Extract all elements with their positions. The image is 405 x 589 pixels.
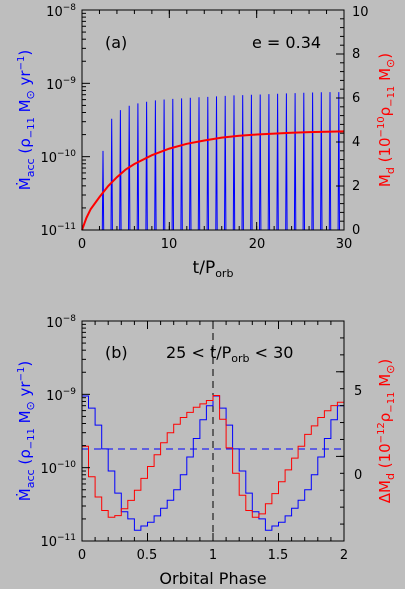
panel-a-left-tick-label: 10−8 xyxy=(46,3,76,20)
panel-a-right-tick-label: 4 xyxy=(352,135,360,150)
panel-b-right-tick-label: 5 xyxy=(354,384,362,399)
panel-a-x-tick-label: 30 xyxy=(336,237,353,252)
panel-a-frame xyxy=(81,9,345,231)
panel-a-left-axis-label: Ṁacc (ρ−11 M⊙ yr−1) xyxy=(15,50,37,190)
panel-a-eccentricity-annotation: e = 0.34 xyxy=(252,33,321,52)
panel-b-left-tick-label: 10−8 xyxy=(46,314,76,331)
panel-b-x-axis-label: Orbital Phase xyxy=(159,569,266,588)
panel-a-x-tick-label: 20 xyxy=(249,237,266,252)
panel-b-right-axis-label: ΔMd (10−12ρ−11 M⊙) xyxy=(376,359,397,503)
panel-b-ticks xyxy=(81,320,345,542)
panel-b-disk-mass-change-series xyxy=(82,395,345,518)
panel-b-x-tick-label: 2 xyxy=(340,548,348,563)
panel-a-right-tick-label: 0 xyxy=(352,223,360,238)
panel-a-x-tick-label: 0 xyxy=(78,237,86,252)
panel-b-time-range-annotation: 25 < t/Porb < 30 xyxy=(166,343,293,365)
panel-b-right-tick-label: 0 xyxy=(354,468,362,483)
panel-a-right-tick-label: 10 xyxy=(352,5,369,20)
panel-b-x-tick-label: 0 xyxy=(78,548,86,563)
panel-a-left-tick-label: 10−9 xyxy=(46,76,76,93)
panel-a-right-tick-label: 8 xyxy=(352,47,360,62)
panel-a-x-axis-label: t/Porb xyxy=(193,258,234,280)
panel-b-left-tick-label: 10−9 xyxy=(46,387,76,404)
panel-a-right-tick-label: 6 xyxy=(352,91,360,106)
panel-a: 10−11 10−10 10−9 10−8 0 2 4 6 8 10 0 10 … xyxy=(15,3,397,280)
panel-a-label: (a) xyxy=(105,33,127,52)
panel-a-left-tick-label: 10−11 xyxy=(40,222,76,239)
panel-b-left-tick-label: 10−10 xyxy=(40,460,76,477)
panel-b-label: (b) xyxy=(105,343,128,362)
panel-a-left-tick-label: 10−10 xyxy=(40,149,76,166)
panel-b-x-tick-label: 1.5 xyxy=(268,548,289,563)
panel-a-right-tick-label: 2 xyxy=(352,179,360,194)
panel-a-disk-mass-series xyxy=(81,130,345,231)
panel-b-x-tick-label: 1 xyxy=(209,548,217,563)
panel-b-left-axis-label: Ṁacc (ρ−11 M⊙ yr−1) xyxy=(15,361,37,501)
panel-a-right-axis-label: Md (10−10ρ−11 M⊙) xyxy=(376,53,397,187)
panel-a-ticks xyxy=(81,9,345,231)
panel-b-left-tick-label: 10−11 xyxy=(40,533,76,550)
panel-b: 10−11 10−10 10−9 10−8 0 5 0 0.5 1 1.5 2 … xyxy=(15,314,397,588)
panel-a-x-tick-label: 10 xyxy=(161,237,178,252)
panel-b-x-tick-label: 0.5 xyxy=(137,548,158,563)
panel-b-plot xyxy=(82,321,345,541)
